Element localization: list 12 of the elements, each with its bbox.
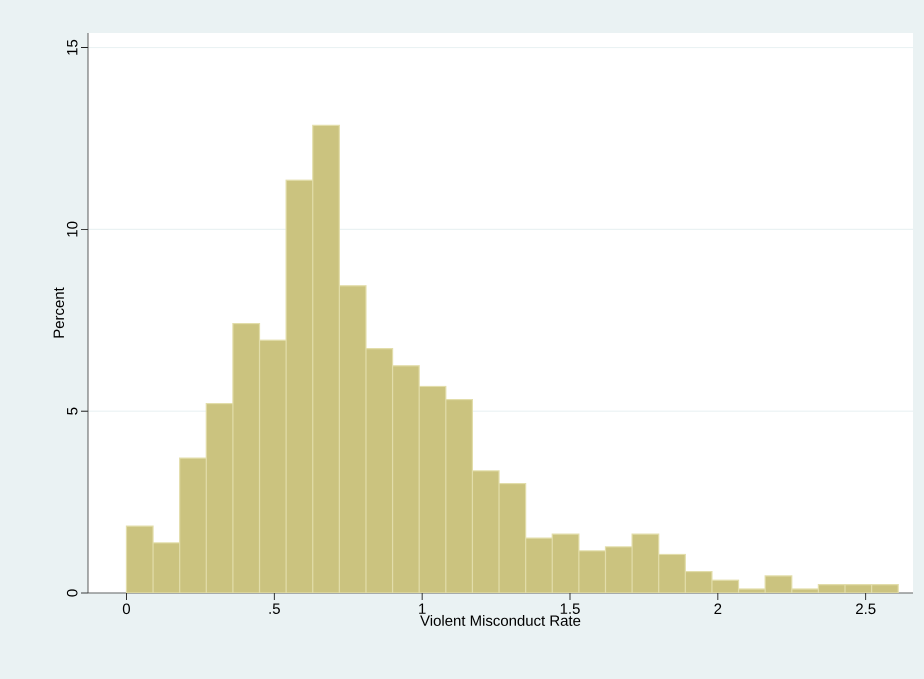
x-tick-label: 0 — [122, 604, 130, 614]
x-tick-label: .5 — [269, 604, 280, 614]
x-tick-label: 1 — [419, 604, 426, 614]
x-axis-title: Violent Misconduct Rate — [420, 614, 580, 626]
y-tick-label: 15 — [67, 40, 78, 55]
x-tick-label: 2 — [714, 604, 722, 614]
x-tick-label: 2.5 — [856, 604, 876, 614]
x-tick-label: 1.5 — [560, 604, 580, 614]
y-tick-label: 5 — [67, 408, 78, 415]
y-axis-title: Percent — [54, 287, 64, 338]
y-tick-label: 0 — [66, 589, 78, 597]
y-tick-label: 10 — [66, 222, 78, 237]
